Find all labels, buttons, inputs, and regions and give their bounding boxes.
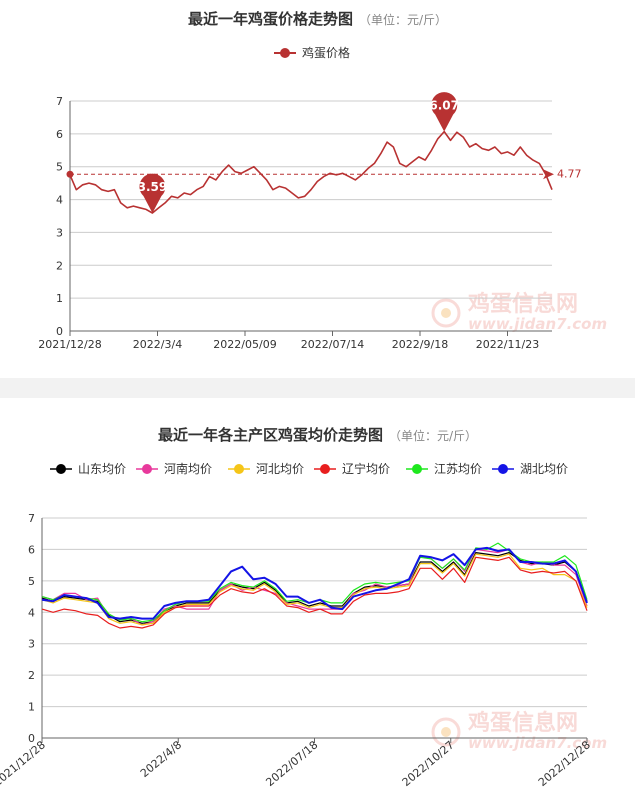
legend-marker-icon — [498, 464, 508, 474]
chart-title: 最近一年各主产区鸡蛋均价走势图 — [157, 426, 383, 444]
x-tick-label: 2022/11/23 — [476, 338, 539, 351]
y-tick-label: 7 — [28, 512, 35, 525]
x-tick-label: 2022/10/27 — [400, 738, 457, 789]
x-tick-label: 2022/3/4 — [133, 338, 182, 351]
watermark-yolk-icon — [441, 727, 451, 737]
watermark-name: 鸡蛋信息网 — [467, 710, 578, 736]
series-line-6 — [41, 546, 588, 620]
watermark-logo-icon — [431, 717, 461, 747]
y-tick-label: 2 — [56, 259, 63, 272]
y-tick-label: 0 — [56, 325, 63, 338]
grid-lines — [42, 517, 587, 739]
average-line-start-dot — [66, 170, 74, 178]
average-value-label: 4.77 — [557, 167, 582, 180]
legend-label: 山东均价 — [78, 462, 126, 476]
legend-item-1[interactable]: 山东均价 — [50, 462, 126, 476]
series-line-2 — [41, 548, 588, 626]
legend-marker-icon — [320, 464, 330, 474]
chart-subtitle: （单位：元/斤） — [388, 429, 478, 443]
x-tick-label: 2022/9/18 — [392, 338, 448, 351]
y-tick-label: 1 — [28, 701, 35, 714]
legend-item-4[interactable]: 辽宁均价 — [314, 461, 390, 476]
chart-title: 最近一年鸡蛋价格走势图 — [187, 10, 353, 28]
legend-item-3[interactable]: 河北均价 — [228, 462, 304, 476]
legend-marker-icon — [142, 464, 152, 474]
watermark-url: www.jidan7.com — [468, 315, 607, 333]
legend-marker-icon — [412, 464, 422, 474]
legend-marker-icon — [280, 48, 290, 58]
legend-marker-icon — [234, 464, 244, 474]
y-tick-label: 7 — [56, 95, 63, 108]
y-tick-label: 5 — [56, 161, 63, 174]
y-tick-label: 6 — [28, 543, 35, 556]
min-marker-pin-icon — [139, 173, 166, 214]
min-marker-label: 3.59 — [138, 180, 168, 194]
legend-item-egg-price[interactable]: 鸡蛋价格 — [274, 45, 350, 60]
chart-subtitle: （单位：元/斤） — [358, 13, 448, 27]
y-tick-label: 5 — [28, 575, 35, 588]
chart-title-row: 最近一年鸡蛋价格走势图 （单位：元/斤） — [0, 8, 635, 29]
y-tick-label: 4 — [56, 194, 63, 207]
y-tick-label: 6 — [56, 128, 63, 141]
watermark-name: 鸡蛋信息网 — [467, 291, 578, 317]
legend-item-6[interactable]: 湖北均价 — [492, 461, 568, 476]
legend-label: 辽宁均价 — [342, 461, 390, 476]
legend-item-2[interactable]: 河南均价 — [136, 461, 212, 476]
series-line-4 — [41, 556, 588, 629]
watermark-yolk-icon — [441, 308, 451, 318]
max-marker-pin-icon — [431, 92, 458, 132]
series-line-egg-price — [69, 130, 553, 214]
y-tick-label: 4 — [28, 606, 35, 619]
x-tick-label: 2021/12/28 — [0, 738, 48, 789]
x-tick-label: 2022/4/8 — [138, 738, 184, 780]
legend-label: 鸡蛋价格 — [302, 45, 350, 60]
egg-price-chart-panel: 最近一年鸡蛋价格走势图 （单位：元/斤） 鸡蛋信息网 www.jidan7.com … — [0, 0, 635, 378]
legend-label: 河南均价 — [164, 461, 212, 476]
average-line-arrow — [543, 169, 554, 180]
max-marker: 6.07 — [429, 92, 459, 132]
x-tick-label: 2021/12/28 — [38, 338, 101, 351]
series-line-3 — [41, 553, 588, 626]
legend-label: 江苏均价 — [434, 462, 482, 476]
y-tick-label: 3 — [28, 638, 35, 651]
max-marker-label: 6.07 — [429, 99, 459, 113]
min-marker: 3.59 — [138, 173, 168, 214]
legend-marker-icon — [56, 464, 66, 474]
x-tick-label: 2022/07/18 — [264, 738, 321, 789]
series-lines — [69, 130, 553, 214]
legend-item-5[interactable]: 江苏均价 — [406, 462, 482, 476]
legend[interactable]: 山东均价 河南均价 河北均价 辽宁均价 江苏均价 湖北均价 — [50, 461, 568, 476]
watermark-logo-icon — [431, 298, 461, 328]
series-lines — [41, 542, 588, 629]
y-tick-label: 2 — [28, 669, 35, 682]
y-tick-label: 1 — [56, 292, 63, 305]
series-line-1 — [41, 552, 588, 624]
x-tick-label: 2022/07/14 — [301, 338, 364, 351]
y-tick-label: 0 — [28, 732, 35, 745]
legend-label: 湖北均价 — [520, 461, 568, 476]
axes: 0 1 2 3 4 5 6 7 2021/12/28 2022/3/4 2022/05/09 2022… — [38, 95, 539, 351]
chart-title-row: 最近一年各主产区鸡蛋均价走势图 （单位：元/斤） — [0, 424, 635, 445]
legend-label: 河北均价 — [256, 462, 304, 476]
panel-separator — [0, 378, 635, 398]
y-tick-label: 3 — [56, 226, 63, 239]
annotations: 4.77 3.59 6.07 — [66, 92, 582, 214]
legend[interactable]: 鸡蛋价格 — [274, 45, 350, 60]
x-tick-label: 2022/05/09 — [213, 338, 276, 351]
regional-price-chart-panel: 最近一年各主产区鸡蛋均价走势图 （单位：元/斤） 鸡蛋信息网 www.jidan7.… — [0, 398, 635, 797]
